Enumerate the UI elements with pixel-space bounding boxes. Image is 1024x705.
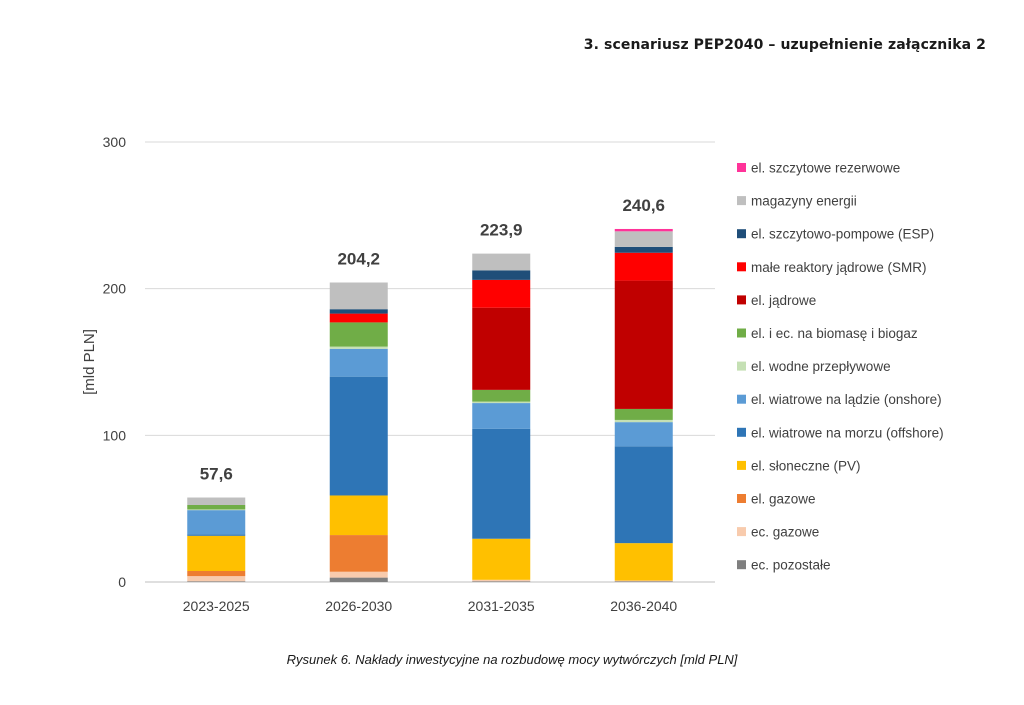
bar-segment <box>329 348 388 377</box>
bar-segment <box>187 505 246 510</box>
bar-segment <box>329 322 388 347</box>
bar-segment <box>187 535 246 571</box>
bar-segment <box>187 497 246 505</box>
total-label: 57,6 <box>200 465 233 484</box>
legend-swatch <box>737 262 746 272</box>
bar-segment <box>187 510 246 535</box>
bars-layer: 57,6 204,2 223,9 240,6 <box>187 196 673 582</box>
bar-segment <box>187 571 246 577</box>
legend-swatch <box>737 328 746 338</box>
bar-segment <box>472 307 531 390</box>
legend-swatch <box>737 295 746 305</box>
bar-segment <box>187 534 246 536</box>
legend-swatch <box>737 527 746 537</box>
bar-segment <box>187 581 246 582</box>
bar-segment <box>614 280 673 409</box>
bar-segment <box>614 580 673 582</box>
legend-label: el. szczytowe rezerwowe <box>751 161 900 176</box>
legend-label: el. wiatrowe na lądzie (onshore) <box>751 392 942 407</box>
total-label: 204,2 <box>337 250 380 269</box>
legend-swatch <box>737 229 746 239</box>
total-label: 240,6 <box>622 196 665 215</box>
y-axis-label: [mld PLN] <box>81 329 98 395</box>
bar-segment <box>329 309 388 314</box>
legend-swatch <box>737 427 746 437</box>
legend-swatch <box>737 460 746 470</box>
legend-label: el. szczytowo-pompowe (ESP) <box>751 227 934 242</box>
bar-segment <box>472 403 531 429</box>
y-tick-label: 0 <box>118 574 126 590</box>
bar-segment <box>472 538 531 580</box>
bar-segment <box>472 581 531 582</box>
total-label: 223,9 <box>480 221 523 240</box>
bar-segment <box>614 446 673 544</box>
bar-segment <box>614 231 673 247</box>
y-tick-label: 200 <box>103 281 127 297</box>
page-header: 3. scenariusz PEP2040 – uzupełnienie zał… <box>583 37 986 53</box>
bar-segment <box>329 535 388 572</box>
x-tick-label: 2023-2025 <box>183 598 250 614</box>
figure-caption: Rysunek 6. Nakłady inwestycyjne na rozbu… <box>286 652 738 667</box>
bar-segment <box>614 419 673 423</box>
legend-label: el. gazowe <box>751 492 816 507</box>
bar-segment <box>472 253 531 271</box>
bar-segment <box>614 422 673 447</box>
legend-label: el. wodne przepływowe <box>751 359 891 374</box>
bar-segment <box>329 495 388 536</box>
legend-swatch <box>737 361 746 371</box>
legend-label: el. i ec. na biomasę i biogaz <box>751 326 918 341</box>
bar-segment <box>187 576 246 582</box>
bar-segment <box>329 282 388 310</box>
legend: el. szczytowe rezerwowe magazyny energii e… <box>737 161 944 573</box>
bar-segment <box>472 401 531 404</box>
bar-segment <box>472 428 531 539</box>
legend-label: małe reaktory jądrowe (SMR) <box>751 260 927 275</box>
legend-swatch <box>737 494 746 503</box>
bar-segment <box>614 246 673 253</box>
y-tick-label: 300 <box>103 134 127 150</box>
legend-label: magazyny energii <box>751 194 857 209</box>
x-tick-labels: 2023-2025 2026-2030 2031-2035 2036-2040 <box>183 598 678 614</box>
bar-segment <box>472 270 531 280</box>
y-tick-label: 100 <box>103 427 127 443</box>
legend-label: ec. gazowe <box>751 525 819 540</box>
bar-segment <box>329 376 388 496</box>
bar-segment <box>187 509 246 511</box>
bar-segment <box>329 313 388 323</box>
x-tick-label: 2031-2035 <box>468 598 535 614</box>
bar-segment <box>614 581 673 582</box>
bar-segment <box>614 228 673 232</box>
legend-swatch <box>737 163 746 172</box>
legend-label: el. słoneczne (PV) <box>751 458 861 473</box>
bar-segment <box>472 279 531 308</box>
bar-segment <box>614 408 673 420</box>
x-tick-label: 2036-2040 <box>610 598 677 614</box>
bar-segment <box>472 389 531 402</box>
bar-segment <box>614 543 673 581</box>
bar-segment <box>614 252 673 281</box>
x-tick-label: 2026-2030 <box>325 598 392 614</box>
bar-segment <box>329 346 388 349</box>
legend-swatch <box>737 560 746 570</box>
legend-label: ec. pozostałe <box>751 558 831 573</box>
bar-segment <box>472 579 531 582</box>
y-tick-labels: 0 100 200 300 <box>103 134 127 590</box>
legend-label: el. wiatrowe na morzu (offshore) <box>751 425 944 440</box>
bar-segment <box>329 571 388 578</box>
legend-swatch <box>737 394 746 404</box>
bar-segment <box>329 577 388 582</box>
legend-label: el. jądrowe <box>751 293 816 308</box>
legend-swatch <box>737 196 746 206</box>
